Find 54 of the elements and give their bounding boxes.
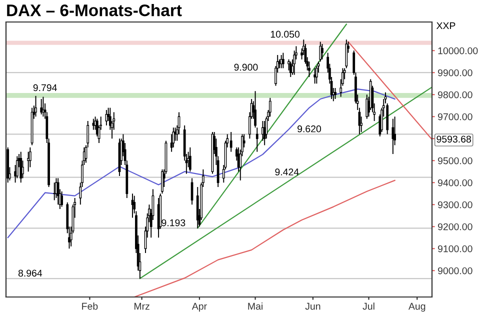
y-tick-label: 9700.00	[438, 113, 472, 120]
y-tick-label: 10000.00	[438, 47, 478, 54]
candlestick	[321, 44, 324, 60]
x-tick-label: Jul	[362, 302, 374, 310]
candlestick	[53, 182, 56, 201]
x-tick-label: Jun	[305, 302, 320, 310]
y-tick-label: 9800.00	[438, 91, 472, 98]
candlestick	[293, 50, 296, 76]
candlestick	[315, 66, 318, 84]
y-tick-label: 9000.00	[438, 267, 472, 274]
x-tick-label: Feb	[82, 302, 98, 310]
candlestick	[22, 160, 24, 179]
candlestick	[172, 127, 175, 148]
candlestick	[282, 52, 284, 69]
candlestick	[345, 39, 348, 69]
candlestick	[28, 146, 32, 168]
y-tick-label: 9500.00	[438, 157, 472, 164]
candlestick	[16, 156, 18, 179]
candlestick	[308, 61, 310, 78]
candlestick	[319, 41, 322, 62]
y-tick-label: 9200.00	[438, 223, 472, 230]
candlestick	[268, 97, 272, 118]
x-tick-label: Mrz	[134, 302, 150, 310]
y-tick-label: 9400.00	[438, 179, 472, 186]
y-tick-label: 9900.00	[438, 69, 472, 76]
candlestick	[334, 88, 336, 100]
annotation: 9593.68	[436, 136, 471, 143]
line-series	[134, 180, 396, 297]
candlestick	[254, 90, 256, 128]
annotation: 9.424	[275, 168, 299, 176]
y-tick-label: 9100.00	[438, 245, 472, 252]
annotation: 9.620	[298, 125, 322, 132]
candlestick	[40, 98, 43, 115]
candlestick	[314, 68, 316, 84]
candlestick	[27, 151, 30, 172]
x-tick-label: Mai	[248, 302, 262, 310]
candlestick	[230, 132, 232, 152]
x-tick-label: Apr	[192, 302, 207, 312]
annotation: 10.050	[270, 30, 300, 38]
candlestick	[42, 96, 44, 118]
candlestick	[263, 120, 266, 146]
chart-title: DAX – 6-Monats-Chart	[7, 4, 182, 16]
y-tick-label: 9300.00	[438, 201, 472, 208]
candlestick	[20, 151, 22, 184]
annotation: 8.964	[18, 270, 42, 277]
x-tick-label: Aug	[408, 302, 426, 312]
candlestick	[56, 178, 60, 206]
annotation: 9.900	[234, 64, 258, 71]
candlestick	[34, 95, 37, 118]
annotation: 9.193	[162, 219, 186, 226]
candlestick	[256, 127, 258, 152]
candlestick	[188, 146, 192, 172]
text: XXP	[436, 22, 456, 30]
annotation: 9.794	[33, 84, 57, 92]
